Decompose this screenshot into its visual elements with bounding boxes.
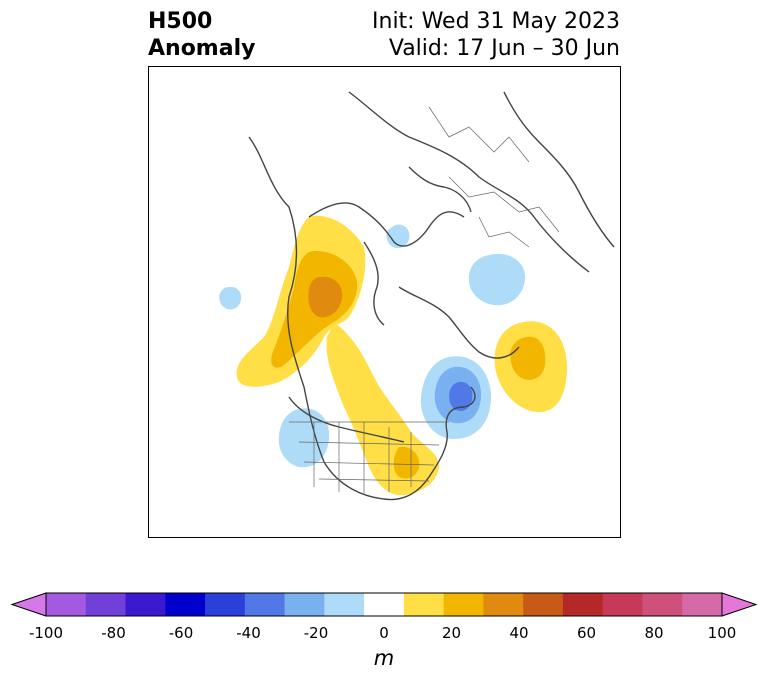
colorbar-tick: 40	[509, 624, 529, 642]
title-right: Init: Wed 31 May 2023 Valid: 17 Jun – 30…	[372, 8, 620, 62]
map-svg	[219, 91, 615, 501]
colorbar-cell	[682, 593, 723, 616]
init-date: Init: Wed 31 May 2023	[372, 9, 620, 34]
negative-anomaly-pacific	[219, 286, 242, 310]
negative-anomaly-arctic	[386, 224, 410, 249]
colorbar-cell	[205, 593, 246, 616]
negative-anomaly-hudson-core	[449, 381, 473, 411]
colorbar-cell	[403, 593, 445, 616]
negative-anomaly-rockies	[278, 408, 330, 468]
colorbar	[10, 592, 758, 617]
colorbar-cell	[523, 593, 564, 616]
colorbar-tick: -80	[101, 624, 126, 642]
colorbar-tick: -100	[28, 624, 64, 642]
anomaly-map	[148, 66, 621, 538]
colorbar-cell	[443, 593, 484, 616]
colorbar-tick: 60	[576, 624, 597, 642]
colorbar-tick: 80	[644, 624, 664, 642]
borders	[289, 106, 560, 495]
coastlines	[248, 91, 615, 501]
colorbar-tick: 100	[707, 624, 737, 642]
title-left: H500 Anomaly	[148, 8, 255, 62]
colorbar-cell	[642, 593, 683, 616]
title-anomaly: Anomaly	[148, 36, 256, 61]
colorbar-outline	[45, 592, 723, 617]
colorbar-cell	[125, 593, 166, 616]
colorbar-cell	[46, 593, 87, 616]
colorbar-cell	[602, 593, 643, 616]
negative-anomaly-scandinavia	[468, 253, 526, 306]
colorbar-cell	[244, 593, 286, 616]
colorbar-cell	[483, 593, 524, 616]
colorbar-cell	[324, 593, 365, 616]
colorbar-cell	[364, 593, 405, 616]
colorbar-cell	[284, 593, 325, 616]
colorbar-arrow-right	[721, 592, 758, 617]
colorbar-tick: 0	[379, 624, 389, 642]
colorbar-tick: -60	[168, 624, 194, 642]
colorbar-tick: -20	[303, 624, 329, 642]
title-variable: H500	[148, 9, 213, 34]
colorbar-cells	[10, 592, 758, 617]
positive-anomaly-west-core	[308, 276, 343, 318]
colorbar-tick: 20	[441, 624, 462, 642]
anomaly-shading	[219, 215, 567, 496]
colorbar-unit: m	[373, 646, 395, 670]
colorbar-cell	[165, 593, 206, 616]
colorbar-cell	[562, 593, 604, 616]
valid-range: Valid: 17 Jun – 30 Jun	[388, 36, 620, 61]
colorbar-tick: -40	[236, 624, 261, 642]
colorbar-arrow-left	[10, 592, 47, 617]
colorbar-cell	[85, 593, 127, 616]
positive-anomaly-tongue-mid	[393, 446, 420, 479]
